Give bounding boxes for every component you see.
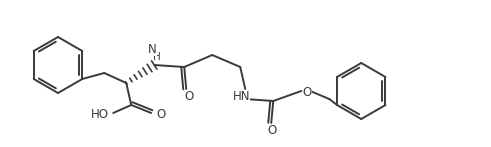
Text: H: H [153,52,161,62]
Text: HO: HO [91,107,109,121]
Text: O: O [156,107,165,121]
Text: O: O [302,86,312,98]
Text: N: N [148,42,157,56]
Text: O: O [185,90,194,102]
Text: O: O [268,123,277,137]
Text: HN: HN [233,90,250,102]
